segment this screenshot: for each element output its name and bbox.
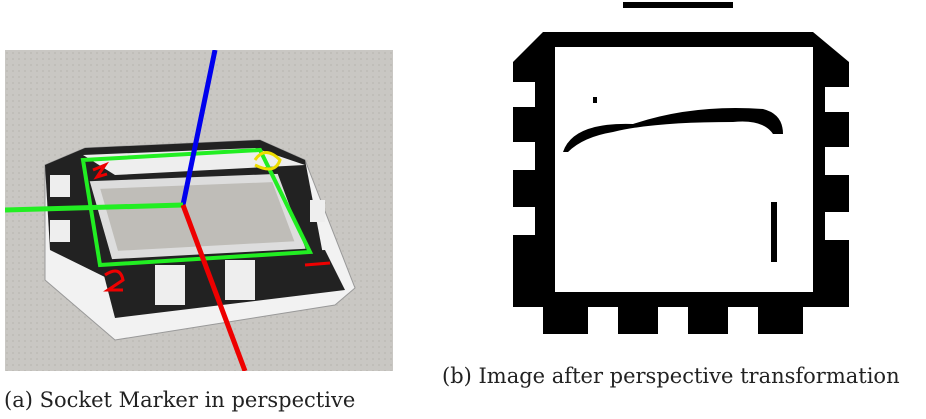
figure-page: (a) Socket Marker in perspective (b) Ima… xyxy=(0,0,926,419)
caption: (a) Socket Marker in perspective xyxy=(4,386,404,414)
transformed-image xyxy=(513,2,849,334)
socket-marker-image xyxy=(5,50,393,371)
caption: (b) Image after perspective transformati… xyxy=(442,362,922,390)
